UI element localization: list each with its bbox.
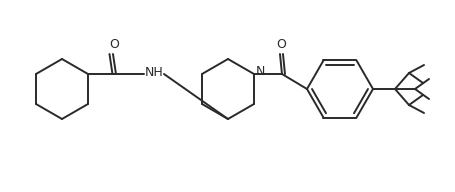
Text: O: O <box>275 39 285 51</box>
Text: N: N <box>255 65 264 79</box>
Text: O: O <box>109 39 119 51</box>
Text: NH: NH <box>144 66 163 79</box>
